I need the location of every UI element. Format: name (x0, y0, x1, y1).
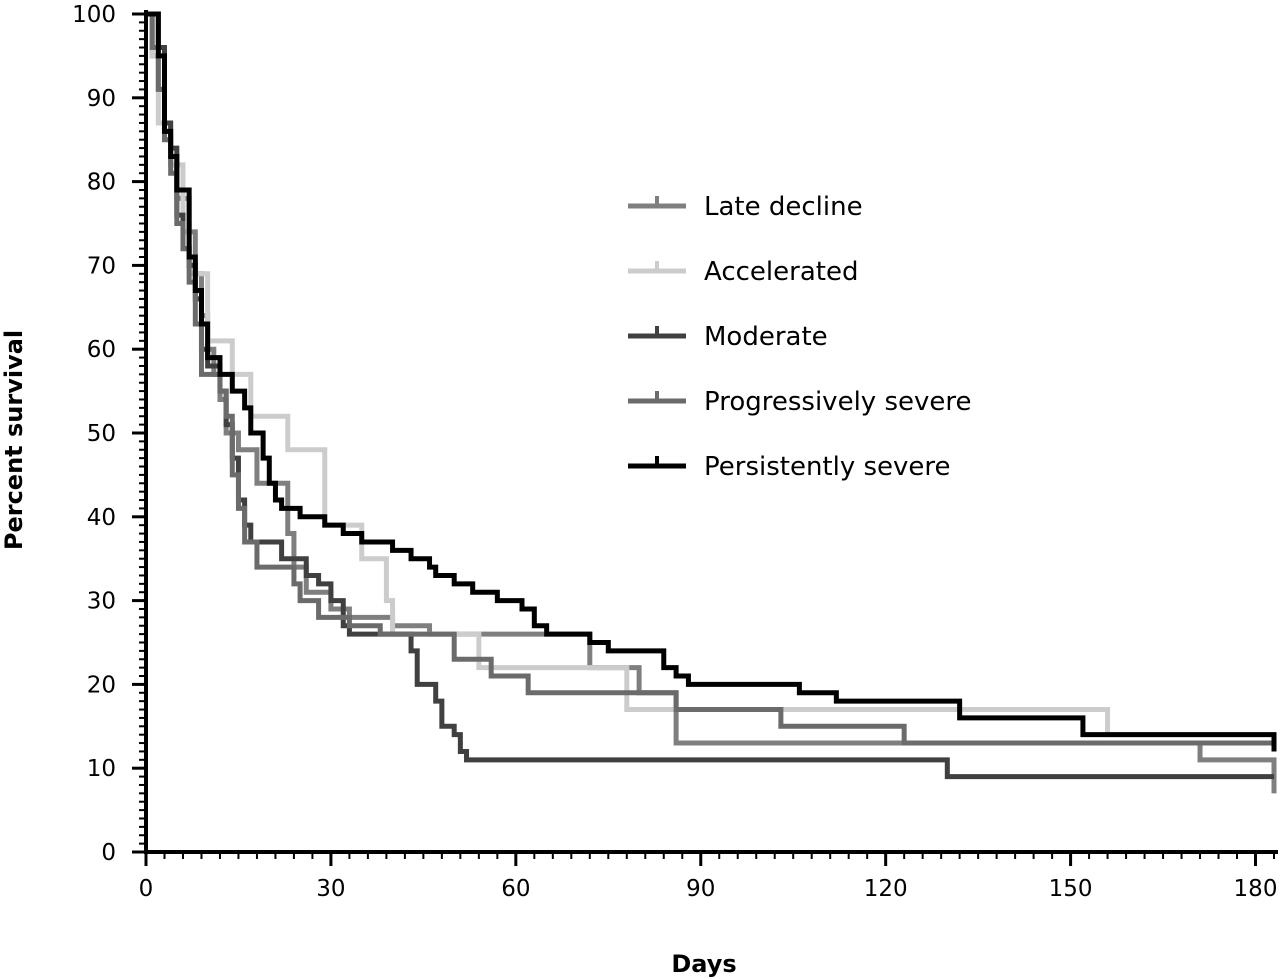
y-tick-label: 80 (87, 170, 116, 196)
series-line-persistently-severe (146, 11, 1277, 752)
x-axis-title: Days (671, 950, 736, 978)
y-tick-label: 50 (87, 421, 116, 447)
x-tick-label: 60 (501, 876, 530, 902)
y-tick-label: 100 (72, 2, 116, 28)
y-tick-label: 20 (87, 672, 116, 698)
legend-label-persistently-severe: Persistently severe (704, 452, 951, 482)
y-tick-label: 0 (101, 840, 116, 866)
x-tick-label: 180 (1234, 876, 1278, 902)
series-line-progressively-severe (146, 11, 1274, 746)
y-tick-label: 10 (87, 756, 116, 782)
x-tick-label: 150 (1049, 876, 1093, 902)
legend-label-late-decline: Late decline (704, 192, 863, 222)
x-tick-label: 30 (316, 876, 345, 902)
legend-label-accelerated: Accelerated (704, 257, 858, 287)
y-axis-title: Percent survival (0, 330, 28, 550)
y-tick-label: 60 (87, 337, 116, 363)
series-layer (146, 11, 1277, 794)
y-tick-label: 40 (87, 505, 116, 531)
x-tick-label: 90 (686, 876, 715, 902)
y-tick-label: 70 (87, 253, 116, 279)
axes: 0 10 20 30 40 50 60 70 80 90 100 0 30 60 90 120 150 180 (72, 2, 1278, 902)
y-tick-label: 90 (87, 86, 116, 112)
x-tick-label: 0 (139, 876, 154, 902)
series-line-accelerated (146, 11, 1274, 738)
legend: Late decline Accelerated Moderate Progressi… (628, 192, 971, 482)
x-tick-label: 120 (864, 876, 908, 902)
legend-label-moderate: Moderate (704, 322, 828, 352)
legend-label-progressively-severe: Progressively severe (704, 387, 971, 417)
y-tick-label: 30 (87, 589, 116, 615)
